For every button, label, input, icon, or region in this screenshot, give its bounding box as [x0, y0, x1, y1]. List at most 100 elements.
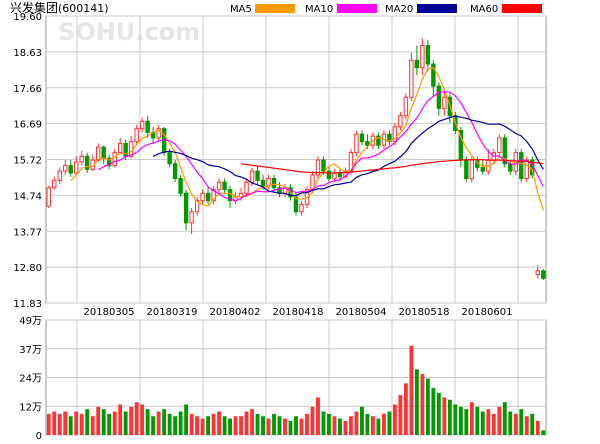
candle [205, 187, 211, 205]
candle-body [205, 192, 211, 202]
ma-line-ma10 [97, 91, 544, 202]
candle [255, 165, 260, 185]
volume-bar [464, 409, 469, 435]
volume-bar [52, 411, 57, 435]
candle-body [46, 187, 51, 207]
candle-body [321, 159, 326, 172]
candle-body [167, 152, 172, 165]
legend-swatch-ma60 [502, 4, 542, 13]
volume-bar [305, 413, 309, 435]
volume-bar [261, 416, 265, 435]
ma-line-ma60 [241, 159, 544, 174]
candle-body [315, 159, 321, 176]
volume-tick-label: 49万 [19, 316, 42, 327]
candle [392, 123, 398, 146]
volume-bar [200, 418, 205, 435]
volume-bar [321, 411, 326, 435]
candle-body [480, 166, 486, 172]
candle-body [123, 142, 128, 157]
candle [442, 89, 447, 116]
candle-body [409, 59, 414, 98]
candle [502, 134, 507, 168]
candle [541, 269, 546, 281]
legend-swatch-ma10 [337, 4, 377, 13]
candle-body [74, 161, 79, 174]
candle [409, 52, 414, 101]
candle [145, 115, 150, 138]
candle-body [431, 63, 436, 87]
volume-bar [195, 416, 200, 435]
volume-bar [46, 413, 51, 435]
volume-bar [184, 404, 189, 435]
moving-average-lines [70, 67, 544, 211]
chart-header: 兴发集团(600141) [10, 0, 109, 15]
price-tick-label: 13.77 [13, 227, 42, 238]
volume-bar [480, 411, 485, 435]
candle-body [354, 133, 359, 154]
volume-bar [338, 418, 342, 435]
date-axis: 20180305 20180319 20180402 20180418 20180504… [84, 307, 513, 318]
candle-body [524, 159, 529, 180]
volume-bar [360, 406, 364, 435]
volume-bar [376, 418, 381, 435]
candle-body [172, 163, 178, 180]
candle-body [469, 159, 475, 180]
candle-body [497, 137, 502, 154]
stock-title: 兴发集团(600141) [10, 0, 109, 15]
volume-bar [112, 411, 117, 435]
candle-body [414, 59, 420, 69]
volume-bar [403, 383, 408, 435]
candle-body [359, 133, 365, 143]
candle-body [139, 120, 145, 130]
volume-bar [486, 409, 491, 435]
volume-bar [129, 406, 134, 435]
volume-bar [206, 416, 211, 435]
candle [79, 150, 84, 166]
volume-bar [491, 413, 496, 435]
candle [216, 178, 222, 194]
candle [74, 156, 79, 175]
candle-body [442, 96, 447, 109]
candle-body [266, 178, 271, 187]
volume-bar [387, 411, 392, 435]
volume-bar [222, 416, 227, 435]
volume-bar [90, 416, 95, 435]
candle-body [134, 128, 139, 143]
candle-body [227, 189, 233, 202]
candle-body [271, 178, 277, 189]
volume-bar [294, 416, 298, 435]
volume-bar [502, 402, 507, 435]
legend-swatch-ma5 [255, 4, 295, 13]
candle-body [57, 170, 62, 181]
volume-bar [134, 402, 139, 435]
volume-bar [107, 413, 112, 435]
price-tick-label: 12.80 [13, 263, 42, 274]
ma-line-ma20 [152, 115, 544, 197]
volume-bar [442, 397, 447, 435]
volume-bar [475, 406, 480, 435]
volume-bar [420, 373, 425, 435]
candle [354, 130, 359, 157]
candle-body [260, 179, 266, 187]
volume-bar [145, 409, 150, 435]
volume-bar [239, 416, 243, 435]
volume-bar [371, 416, 375, 435]
volume-bar [354, 411, 359, 435]
date-tick-label: 20180601 [462, 307, 513, 318]
candle-body [189, 211, 194, 224]
candle-body [519, 152, 524, 180]
volume-bar [327, 413, 331, 435]
candle [326, 167, 332, 183]
volume-bar [211, 413, 216, 435]
candle-body [293, 196, 299, 213]
candle [398, 112, 403, 131]
volume-bars [46, 345, 546, 435]
candle [431, 60, 436, 98]
candle [244, 178, 249, 197]
ma-line-ma5 [70, 67, 544, 211]
volume-bar [392, 404, 397, 435]
volume-tick-label: 0 [36, 431, 42, 440]
